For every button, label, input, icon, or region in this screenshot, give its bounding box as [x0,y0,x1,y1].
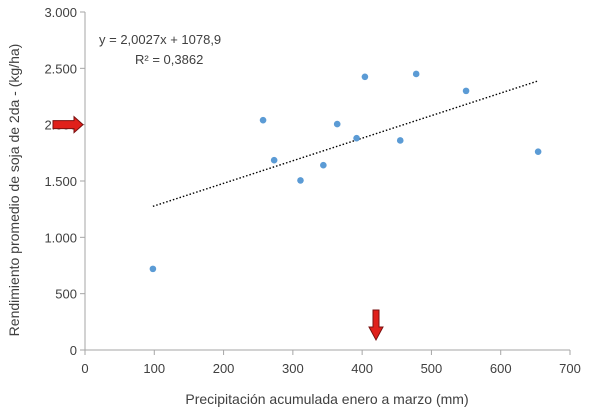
x-tick-label: 0 [81,361,88,376]
data-point [396,137,404,144]
trendline [152,80,539,207]
tick-labels: 010020030040050060070005001.0001.5002.00… [44,5,580,376]
down-arrow-icon [368,309,384,342]
right-arrow-icon [52,115,84,134]
y-tick-label: 500 [55,287,77,302]
y-tick-label: 2.500 [44,61,77,76]
data-points [149,70,542,273]
y-tick-label: 3.000 [44,5,77,20]
data-point [270,156,278,164]
data-point [320,161,327,169]
data-point [361,73,369,81]
y-tick-label: 1.000 [44,230,77,245]
y-tick-label: 1.500 [44,174,77,189]
x-tick-label: 700 [559,361,581,376]
trendline-layer [152,80,539,207]
x-tick-label: 300 [282,361,304,376]
x-tick-label: 400 [351,361,373,376]
trendline-equation: y = 2,0027x + 1078,9 [99,32,221,47]
x-tick-label: 100 [143,361,165,376]
data-point [462,87,470,95]
data-point [534,148,542,156]
data-point [259,116,267,124]
r-squared-label: R² = 0,3862 [135,52,203,67]
data-point [149,265,157,273]
data-point [412,70,420,78]
data-point [353,134,360,142]
x-axis-title: Precipitación acumulada enero a marzo (m… [185,391,468,407]
data-point [333,120,341,128]
x-tick-label: 500 [421,361,443,376]
axes [80,11,571,355]
y-tick-label: 0 [70,343,77,358]
y-axis-title: Rendimiento promedio de soja de 2da - (k… [6,44,22,337]
data-point [297,177,304,184]
x-tick-label: 200 [213,361,235,376]
marker-arrows [52,115,384,342]
x-tick-label: 600 [490,361,512,376]
